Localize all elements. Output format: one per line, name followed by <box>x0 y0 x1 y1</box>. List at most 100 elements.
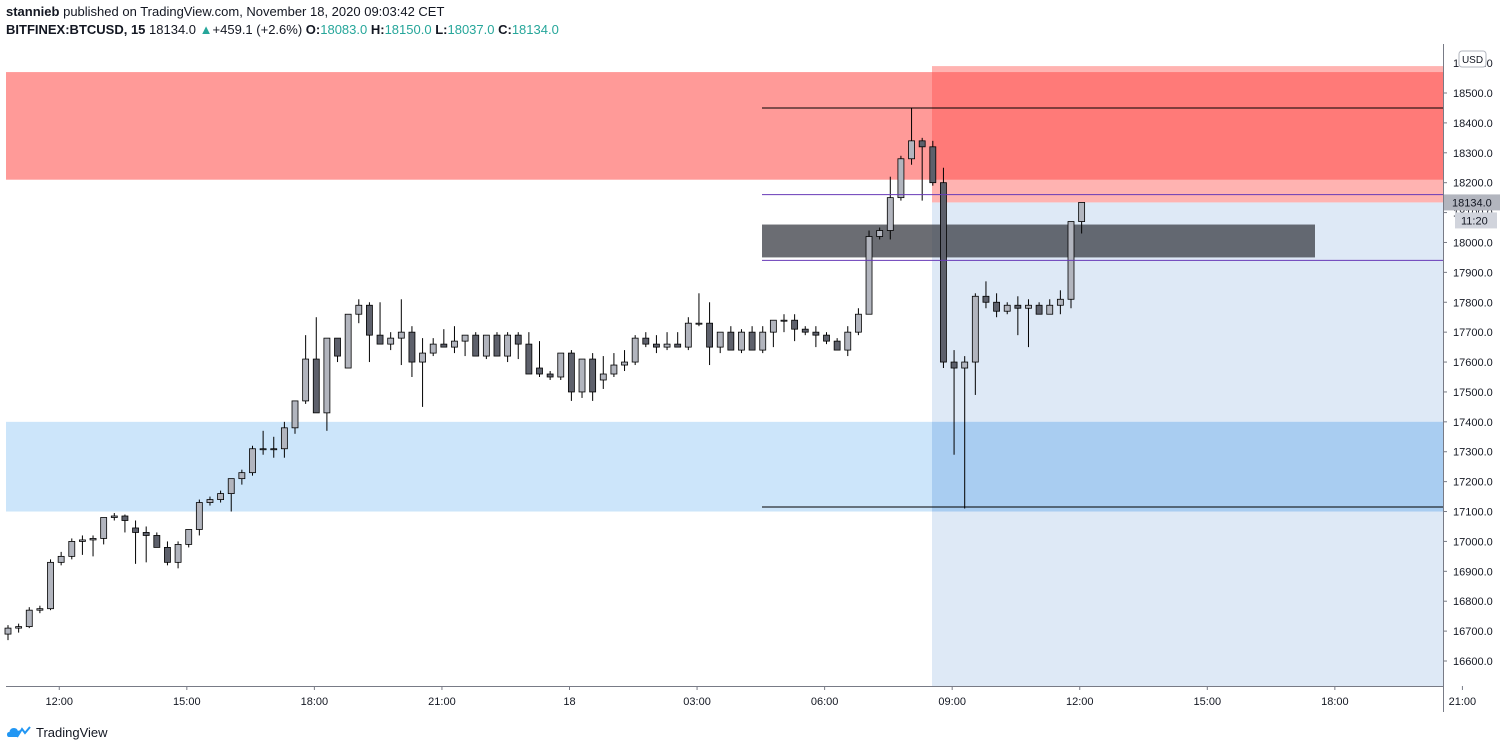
candle <box>397 299 405 366</box>
published-text: published on TradingView.com, November 1… <box>63 4 445 19</box>
candle <box>419 338 426 407</box>
candle-body <box>716 331 724 348</box>
candle-body <box>323 337 331 414</box>
price-tick-label: 17000.0 <box>1453 536 1493 548</box>
demand-zone-overlap <box>932 421 1443 512</box>
candle-body <box>1056 298 1064 306</box>
candle <box>748 326 756 351</box>
time-tick-label: 03:00 <box>683 696 711 708</box>
currency-label: USD <box>1462 55 1483 66</box>
candle-body <box>132 527 139 533</box>
candle <box>950 350 958 455</box>
candle-body <box>940 182 947 363</box>
price-tick-label: 17500.0 <box>1453 387 1493 399</box>
price-tick-label: 16900.0 <box>1453 566 1493 578</box>
candle-body <box>567 352 575 393</box>
candle <box>833 338 841 351</box>
candle-body <box>344 313 352 369</box>
candle <box>429 338 437 357</box>
candle-body <box>89 538 97 541</box>
candle-body <box>642 337 650 345</box>
price-tick-label: 17800.0 <box>1453 297 1493 309</box>
low-label: L: <box>435 22 448 37</box>
candle <box>312 317 320 414</box>
price-tick-label: 18400.0 <box>1453 118 1493 130</box>
high-value: 18150.0 <box>384 22 432 37</box>
symbol-label[interactable]: BITFINEX:BTCUSD, 15 <box>6 22 146 37</box>
candle-body <box>589 358 597 393</box>
candle-body <box>227 478 235 494</box>
candle <box>908 107 915 165</box>
candle <box>599 356 607 389</box>
candle-body <box>4 627 12 635</box>
order-block-box <box>762 224 1315 258</box>
candle-body <box>25 609 33 628</box>
candle-body <box>855 313 862 333</box>
candle <box>79 535 86 555</box>
candle <box>1014 296 1022 336</box>
candle-body <box>376 334 384 345</box>
candle <box>982 281 990 309</box>
candle-body <box>908 140 915 160</box>
candle <box>47 559 54 611</box>
time-tick-label: 21:00 <box>1449 696 1477 708</box>
candle-body <box>993 301 1000 312</box>
candle-body <box>419 352 426 363</box>
candle-body <box>801 328 809 333</box>
candle <box>1056 290 1064 315</box>
candle <box>929 140 937 186</box>
candle <box>727 326 735 351</box>
candle-body <box>355 304 363 315</box>
candle <box>642 332 650 348</box>
candle <box>376 302 384 345</box>
candle <box>769 319 777 348</box>
price-tick-label: 18300.0 <box>1453 148 1493 160</box>
candle <box>514 332 522 360</box>
candle <box>142 526 150 563</box>
candle-body <box>195 502 203 530</box>
candle <box>1035 302 1043 315</box>
author-name[interactable]: stannieb <box>6 4 60 19</box>
candle <box>791 314 799 342</box>
candle-body <box>185 529 193 545</box>
low-value: 18037.0 <box>447 22 495 37</box>
candle <box>886 176 894 240</box>
candle-body <box>748 331 756 351</box>
candle <box>557 352 565 380</box>
candle-body <box>833 340 841 351</box>
zones-layer <box>6 66 1443 686</box>
candle-body <box>259 448 267 451</box>
candle <box>674 332 682 348</box>
candle <box>36 605 44 614</box>
candle-body <box>472 334 480 357</box>
candle <box>440 329 448 348</box>
candle-body <box>504 334 512 357</box>
time-tick-label: 18 <box>563 696 575 708</box>
candle <box>631 335 639 366</box>
price-tick-label: 18000.0 <box>1453 237 1493 249</box>
candle <box>164 541 171 566</box>
candle-body <box>493 334 501 357</box>
candle-body <box>1078 202 1086 222</box>
candle-body <box>68 541 76 557</box>
time-tick-label: 15:00 <box>173 696 201 708</box>
candle <box>249 445 256 476</box>
candle <box>993 293 1000 318</box>
candle-body <box>206 499 214 503</box>
tradingview-logo[interactable]: TradingView <box>6 722 108 742</box>
candle <box>759 326 767 354</box>
candle <box>653 335 660 354</box>
candle-body <box>631 337 639 363</box>
open-label: O: <box>305 22 321 37</box>
candle <box>865 230 873 315</box>
candle-body <box>1003 304 1011 312</box>
currency-badge: USD <box>1458 50 1487 68</box>
candle-body <box>536 367 543 375</box>
price-tick-label: 16700.0 <box>1453 626 1493 638</box>
candle <box>493 332 501 357</box>
candle-body <box>674 343 682 348</box>
candle-body <box>15 626 23 629</box>
candle-body <box>153 535 161 548</box>
candle-body <box>397 331 405 339</box>
